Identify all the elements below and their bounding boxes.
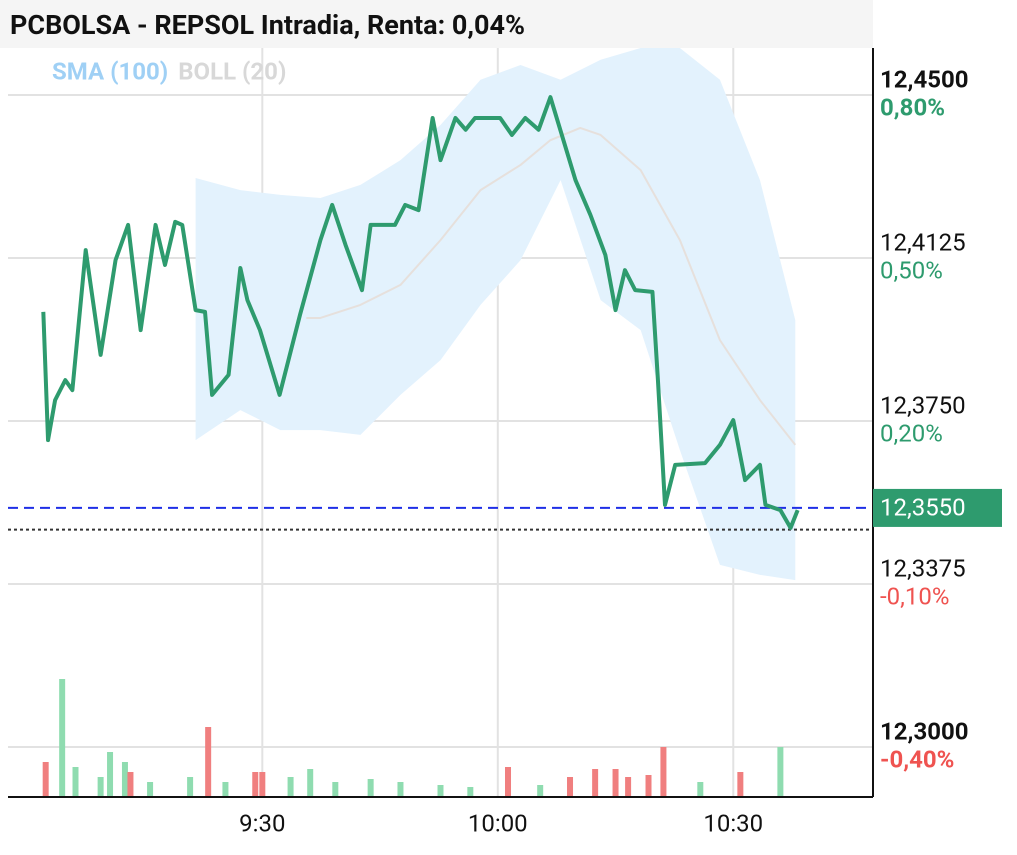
y-tick-label: 12,3750 [880, 391, 966, 419]
volume-bar [567, 777, 574, 797]
last-price-tag [873, 488, 1002, 527]
volume-bar [287, 777, 294, 797]
volume-bar [307, 769, 314, 797]
volume-bar [437, 785, 444, 797]
volume-bar [205, 727, 212, 797]
y-tick-label: 12,4125 [880, 228, 966, 256]
y-tick-label: 12,3375 [880, 554, 966, 582]
pct-tick-label: -0,40% [880, 745, 954, 773]
volume-bar [537, 785, 544, 797]
volume-bar [505, 767, 512, 797]
bollinger-band [195, 48, 796, 581]
legend-entry: SMA (100) [52, 57, 168, 85]
volume-bar [697, 782, 704, 797]
pct-tick-label: 0,80% [880, 93, 945, 121]
y-tick-label: 12,3000 [880, 717, 969, 745]
volume-bar [367, 779, 374, 797]
volume-bar [72, 767, 79, 797]
pct-tick-label: -0,10% [880, 582, 949, 610]
volume-bar [259, 772, 266, 797]
pct-tick-label: 0,50% [880, 256, 943, 284]
last-price-label: 12,3550 [880, 493, 966, 521]
legend-entry: BOLL (20) [178, 57, 286, 85]
volume-bar [147, 782, 154, 797]
price-line [41, 95, 800, 530]
volume-bar [252, 772, 259, 797]
volume-bar [107, 752, 114, 797]
volume-bar [42, 762, 49, 797]
volume-bar [397, 782, 404, 797]
volume-bar [187, 777, 194, 797]
volume-bar [97, 777, 104, 797]
chart-title: PCBOLSA - REPSOL Intradia, Renta: 0,04% [10, 9, 525, 41]
volume-bar [592, 769, 599, 797]
volume-bar [625, 777, 632, 797]
volume-bar [737, 772, 744, 797]
x-tick-label: 10:30 [703, 809, 763, 837]
x-tick-label: 10:00 [468, 809, 528, 837]
title-bar [0, 0, 873, 48]
volume-bar [59, 679, 66, 797]
volume-bar [645, 775, 652, 797]
volume-bar [777, 747, 784, 797]
pct-tick-label: 0,20% [880, 419, 943, 447]
y-tick-label: 12,4500 [880, 65, 969, 93]
volume-bar [332, 782, 339, 797]
volume-bar [467, 787, 474, 797]
volume-bar [660, 747, 667, 797]
middle-band [306, 126, 797, 446]
x-tick-label: 9:30 [239, 809, 285, 837]
volume-bar [222, 782, 229, 797]
volume-bar [612, 769, 619, 797]
volume-bar [127, 772, 134, 797]
volume-bar [121, 762, 128, 797]
